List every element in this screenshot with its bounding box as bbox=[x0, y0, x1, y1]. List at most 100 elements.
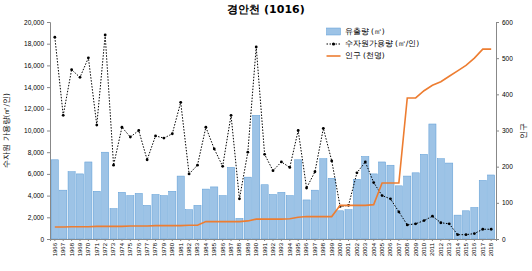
bar bbox=[68, 172, 75, 239]
tick-mark bbox=[47, 239, 50, 240]
marker bbox=[246, 151, 249, 154]
tick-mark bbox=[256, 239, 257, 241]
tick-label: 16,000 bbox=[24, 62, 44, 69]
tick: 1983 bbox=[194, 239, 200, 256]
tick-label: 1996 bbox=[303, 242, 309, 256]
tick-mark bbox=[47, 65, 50, 66]
marker bbox=[423, 219, 426, 222]
bar bbox=[379, 162, 386, 239]
tick-label: 1987 bbox=[228, 242, 234, 256]
marker bbox=[263, 153, 266, 156]
tick: 1999 bbox=[329, 239, 335, 256]
bar bbox=[60, 190, 67, 239]
tick-label: 1993 bbox=[278, 242, 284, 256]
bar bbox=[395, 186, 402, 239]
tick-label: 500 bbox=[502, 55, 513, 62]
title: 경안천 (1016) bbox=[227, 3, 305, 16]
tick-label: 1970 bbox=[85, 242, 91, 256]
tick: 100 bbox=[496, 199, 513, 206]
tick-label: 18,000 bbox=[24, 40, 44, 47]
tick-mark bbox=[306, 239, 307, 241]
tick: 1988 bbox=[236, 239, 242, 256]
bar bbox=[144, 205, 151, 239]
legend-label: 인구 (천명) bbox=[345, 51, 385, 60]
tick-mark bbox=[88, 239, 89, 241]
marker bbox=[448, 222, 451, 225]
tick-mark bbox=[172, 239, 173, 241]
tick: 0 bbox=[40, 236, 50, 243]
bar bbox=[320, 159, 327, 239]
tick-mark bbox=[130, 239, 131, 241]
marker bbox=[456, 233, 459, 236]
tick: 600 bbox=[496, 19, 513, 26]
tick-label: 2011 bbox=[429, 242, 435, 256]
tick-label: 2001 bbox=[345, 242, 351, 256]
marker bbox=[146, 158, 149, 161]
legend-item: 수자원가용량 (㎥/인) bbox=[327, 39, 420, 48]
tick-mark bbox=[205, 239, 206, 241]
marker bbox=[230, 114, 233, 117]
tick-mark bbox=[47, 44, 50, 45]
tick-label: 1969 bbox=[77, 242, 83, 256]
axis-line bbox=[47, 23, 51, 240]
tick: 1986 bbox=[220, 239, 226, 256]
bar bbox=[286, 196, 293, 239]
tick-mark bbox=[491, 239, 492, 241]
tick-label: 2009 bbox=[413, 242, 419, 256]
tick-label: 1981 bbox=[178, 242, 184, 256]
tick-mark bbox=[155, 239, 156, 241]
bar bbox=[412, 173, 419, 239]
axis-line bbox=[51, 240, 497, 242]
tick-label: 1971 bbox=[94, 242, 100, 256]
tick: 1975 bbox=[127, 239, 133, 256]
tick-label: 1984 bbox=[203, 242, 209, 256]
tick-mark bbox=[432, 239, 433, 241]
marker bbox=[406, 223, 409, 226]
tick-mark bbox=[138, 239, 139, 241]
tick: 1984 bbox=[203, 239, 209, 256]
marker bbox=[129, 136, 132, 139]
tick-label: 6,000 bbox=[28, 170, 45, 177]
bar bbox=[110, 209, 117, 239]
bar bbox=[227, 167, 234, 239]
marker bbox=[473, 232, 476, 235]
tick-label: 2003 bbox=[362, 242, 368, 256]
tick-mark bbox=[47, 152, 50, 153]
tick-mark bbox=[214, 239, 215, 241]
tick-mark bbox=[340, 239, 341, 241]
marker bbox=[238, 197, 241, 200]
plot-area bbox=[51, 34, 494, 239]
tick: 1981 bbox=[178, 239, 184, 256]
y-axis: 02,0004,0006,0008,00010,00012,00014,0001… bbox=[24, 19, 50, 243]
tick-label: 1980 bbox=[169, 242, 175, 256]
tick-mark bbox=[71, 239, 72, 241]
marker bbox=[490, 228, 493, 231]
y2-axis: 0100200300400500600 bbox=[496, 19, 513, 243]
marker bbox=[439, 221, 442, 224]
bar bbox=[135, 193, 142, 239]
tick-label: 1991 bbox=[262, 242, 268, 256]
tick-label: 2000 bbox=[337, 242, 343, 256]
marker bbox=[53, 36, 56, 39]
tick: 1978 bbox=[152, 239, 158, 256]
tick-label: 10,000 bbox=[24, 127, 44, 134]
marker bbox=[163, 137, 166, 140]
tick: 2007 bbox=[396, 239, 402, 256]
tick-label: 1976 bbox=[136, 242, 142, 256]
tick-label: 2004 bbox=[371, 242, 377, 256]
tick: 18,000 bbox=[24, 40, 50, 47]
tick: 1997 bbox=[312, 239, 318, 256]
tick-label: 600 bbox=[502, 19, 513, 26]
tick: 10,000 bbox=[24, 127, 50, 134]
tick: 2006 bbox=[387, 239, 393, 256]
tick: 1973 bbox=[110, 239, 116, 256]
legend-marker bbox=[332, 42, 335, 45]
tick: 1994 bbox=[287, 239, 293, 256]
bar bbox=[152, 195, 159, 239]
tick-label: 2006 bbox=[387, 242, 393, 256]
bar bbox=[219, 196, 226, 239]
tick-label: 2018 bbox=[488, 242, 494, 256]
tick-mark bbox=[273, 239, 274, 241]
legend-label: 유출량 (㎥) bbox=[345, 27, 385, 36]
bar bbox=[345, 210, 352, 239]
